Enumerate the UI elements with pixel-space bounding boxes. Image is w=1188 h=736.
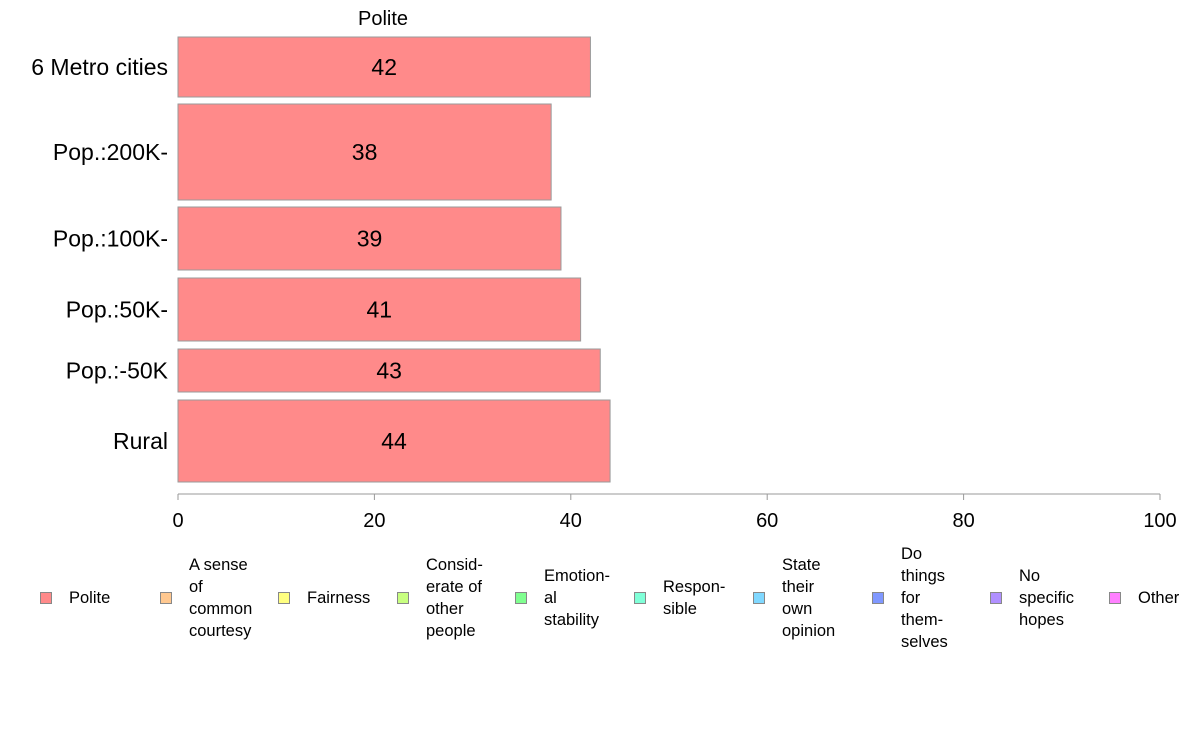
bar-value-label: 43 [376,358,402,384]
chart-title: Polite [358,8,408,30]
legend-swatch [160,592,172,604]
category-label: Pop.:100K- [53,226,168,252]
legend-label: State their own opinion [782,556,836,640]
legend-item: Other [1109,587,1179,609]
bar-chart: Polite 42 6 Metro cities 38 Pop.:200K- 39 Pop.… [31,8,1176,532]
category-label: Pop.:-50K [66,358,169,384]
legend-item: Respon- sible [634,576,725,620]
legend-swatch [634,592,646,604]
x-tick-label: 0 [172,510,183,532]
legend-swatch [40,592,52,604]
bar-value-label: 44 [381,428,407,454]
bar-value-label: 38 [352,139,378,165]
bar-value-label: 41 [367,297,393,323]
bar-5 [177,399,611,483]
legend-label: Polite [69,589,111,607]
legend-label: Other [1138,589,1180,607]
legend-label: Emotion- al stability [544,567,611,629]
bar-3 [177,277,582,342]
legend-swatch [397,592,409,604]
legend-swatch [515,592,527,604]
x-tick-label: 40 [560,510,582,532]
legend-label: A sense of common courtesy [189,556,253,640]
category-label: 6 Metro cities [31,54,168,80]
legend-label: No specific hopes [1019,567,1075,629]
category-label: Pop.:200K- [53,139,168,165]
legend-item: Do things for them- selves [872,543,948,653]
legend-item: Fairness [278,587,370,609]
category-label: Rural [113,428,168,454]
bar-value-label: 39 [357,226,383,252]
bar-2 [177,206,562,271]
x-tick-label: 20 [363,510,385,532]
legend-item: A sense of common courtesy [160,554,252,642]
legend-swatch [990,592,1002,604]
bar-1 [177,103,552,201]
legend-item: Polite [40,587,110,609]
legend-swatch [872,592,884,604]
category-label: Pop.:50K- [66,297,168,323]
bar-value-label: 42 [371,54,397,80]
legend-item: No specific hopes [990,565,1074,631]
legend-label: Fairness [307,589,371,607]
bar-0 [177,36,591,98]
x-tick-label: 80 [952,510,974,532]
legend-label: Respon- sible [663,578,726,618]
legend-swatch [1109,592,1121,604]
legend-swatch [753,592,765,604]
x-tick-label: 60 [756,510,778,532]
x-tick-label: 100 [1143,510,1176,532]
bar-4 [177,348,601,393]
legend: Polite A sense of common courtesy Fairness… [0,540,1188,660]
legend-label: Consid- erate of other people [426,556,483,640]
legend-item: Emotion- al stability [515,565,610,631]
legend-swatch [278,592,290,604]
legend-label: Do things for them- selves [901,545,948,651]
legend-item: State their own opinion [753,554,835,642]
legend-item: Consid- erate of other people [397,554,483,642]
